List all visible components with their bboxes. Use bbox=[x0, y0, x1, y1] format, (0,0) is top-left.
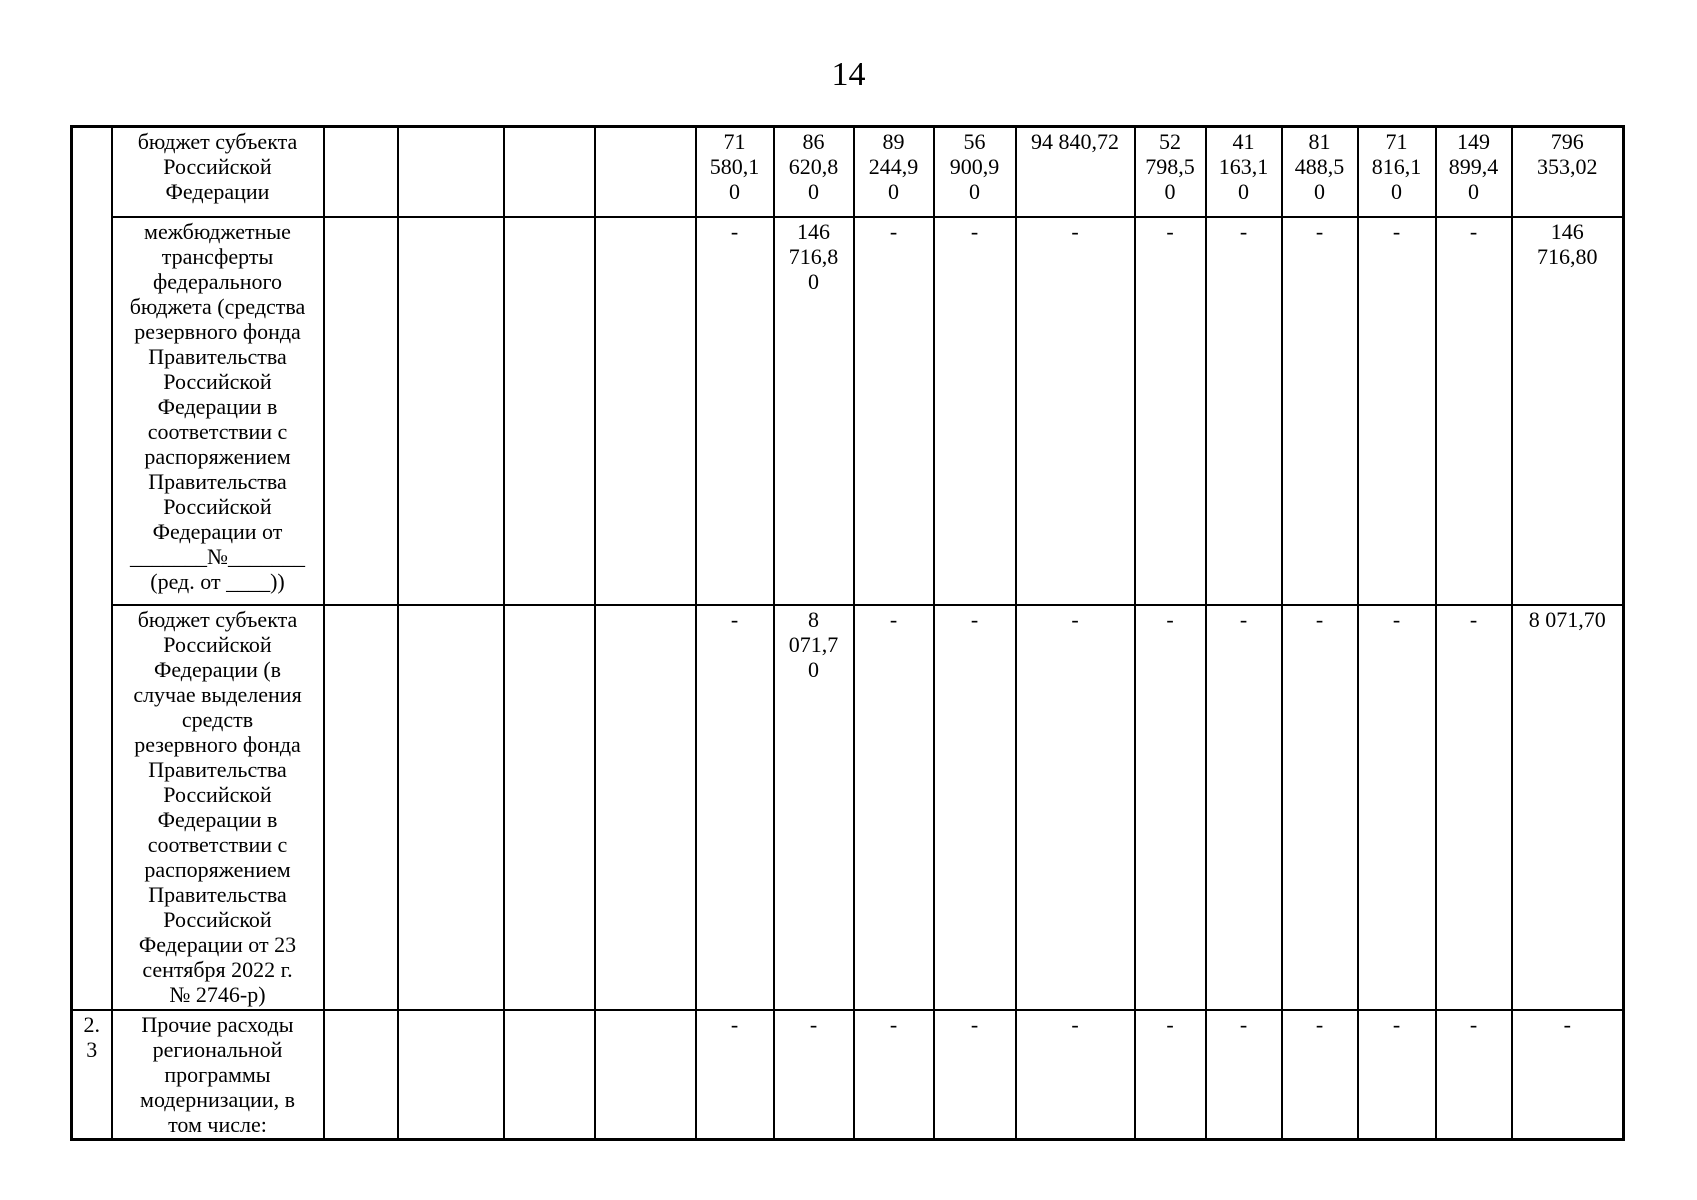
empty-cell bbox=[593, 603, 697, 1011]
value-cell: 94 840,72 bbox=[1014, 125, 1136, 218]
empty-cell bbox=[502, 215, 596, 606]
value-cell: - bbox=[1204, 603, 1283, 1011]
table-row: 2. 3 Прочие расходы региональной програм… bbox=[70, 1008, 1625, 1140]
empty-cell bbox=[396, 215, 505, 606]
value-cell: - bbox=[1133, 603, 1207, 1011]
value-cell: - bbox=[1280, 1008, 1359, 1140]
value-cell: - bbox=[932, 603, 1017, 1011]
empty-cell bbox=[396, 1008, 505, 1140]
value-cell: 81 488,5 0 bbox=[1280, 125, 1359, 218]
value-cell: 146 716,8 0 bbox=[772, 215, 855, 606]
value-cell: - bbox=[1133, 215, 1207, 606]
empty-cell bbox=[593, 1008, 697, 1140]
value-cell: - bbox=[932, 215, 1017, 606]
empty-cell bbox=[502, 1008, 596, 1140]
empty-cell bbox=[322, 215, 399, 606]
value-cell: 71 580,1 0 bbox=[694, 125, 775, 218]
value-cell: 89 244,9 0 bbox=[852, 125, 935, 218]
value-cell: - bbox=[1204, 1008, 1283, 1140]
value-cell: 149 899,4 0 bbox=[1434, 125, 1513, 218]
value-cell: - bbox=[772, 1008, 855, 1140]
empty-cell bbox=[396, 125, 505, 218]
value-cell: - bbox=[1434, 1008, 1513, 1140]
value-cell: - bbox=[1014, 1008, 1136, 1140]
value-cell: 8 071,70 bbox=[1510, 603, 1625, 1011]
empty-cell bbox=[593, 125, 697, 218]
value-cell: - bbox=[932, 1008, 1017, 1140]
value-cell: 41 163,1 0 bbox=[1204, 125, 1283, 218]
budget-table: бюджет субъекта Российской Федерации 71 … bbox=[70, 125, 1625, 1141]
table-row: бюджет субъекта Российской Федерации (в … bbox=[72, 603, 1625, 1011]
value-cell: - bbox=[1510, 1008, 1625, 1140]
value-cell: 8 071,7 0 bbox=[772, 603, 855, 1011]
value-cell: - bbox=[694, 603, 775, 1011]
value-cell: - bbox=[1133, 1008, 1207, 1140]
value-cell: - bbox=[694, 215, 775, 606]
value-cell: 71 816,1 0 bbox=[1356, 125, 1437, 218]
value-cell: - bbox=[1434, 215, 1513, 606]
row-number-cell bbox=[70, 125, 113, 1011]
value-cell: 796 353,02 bbox=[1510, 125, 1625, 218]
value-cell: - bbox=[1280, 215, 1359, 606]
empty-cell bbox=[322, 603, 399, 1011]
value-cell: 86 620,8 0 bbox=[772, 125, 855, 218]
label-cell: Прочие расходы региональной программы мо… bbox=[110, 1008, 325, 1140]
table-row: межбюджетные трансферты федерального бюд… bbox=[72, 215, 1625, 606]
empty-cell bbox=[322, 1008, 399, 1140]
table-row: бюджет субъекта Российской Федерации 71 … bbox=[70, 125, 1625, 1011]
empty-cell bbox=[502, 603, 596, 1011]
value-cell: - bbox=[1356, 215, 1437, 606]
value-cell: - bbox=[852, 1008, 935, 1140]
value-cell: 56 900,9 0 bbox=[932, 125, 1017, 218]
label-cell: бюджет субъекта Российской Федерации (в … bbox=[110, 603, 325, 1011]
value-cell: - bbox=[1280, 603, 1359, 1011]
empty-cell bbox=[502, 125, 596, 218]
label-cell: межбюджетные трансферты федерального бюд… bbox=[110, 215, 325, 606]
value-cell: - bbox=[1434, 603, 1513, 1011]
value-cell: - bbox=[1356, 1008, 1437, 1140]
empty-cell bbox=[396, 603, 505, 1011]
value-cell: - bbox=[1014, 603, 1136, 1011]
value-cell: - bbox=[852, 215, 935, 606]
page-number: 14 bbox=[831, 56, 866, 93]
value-cell: - bbox=[1204, 215, 1283, 606]
empty-cell bbox=[593, 215, 697, 606]
label-cell: бюджет субъекта Российской Федерации bbox=[110, 125, 325, 218]
value-cell: 52 798,5 0 bbox=[1133, 125, 1207, 218]
value-cell: - bbox=[1014, 215, 1136, 606]
empty-cell bbox=[322, 125, 399, 218]
value-cell: 146 716,80 bbox=[1510, 215, 1625, 606]
row-number-cell: 2. 3 bbox=[70, 1008, 113, 1140]
value-cell: - bbox=[1356, 603, 1437, 1011]
value-cell: - bbox=[852, 603, 935, 1011]
value-cell: - bbox=[694, 1008, 775, 1140]
